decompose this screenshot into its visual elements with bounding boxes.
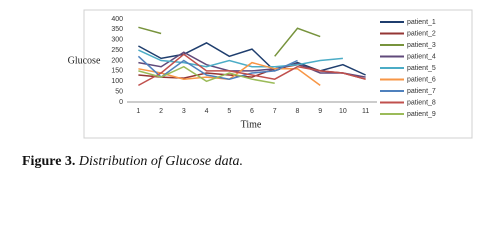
legend-label: patient_3 bbox=[407, 42, 436, 49]
caption-label: Figure 3. bbox=[22, 154, 76, 169]
legend-label: patient_2 bbox=[407, 30, 436, 37]
legend-label: patient_4 bbox=[407, 53, 436, 60]
y-tick-label: 250 bbox=[111, 47, 123, 54]
x-tick-label: 7 bbox=[273, 108, 277, 115]
y-tick-label: 0 bbox=[119, 99, 123, 106]
legend-label: patient_7 bbox=[407, 88, 436, 95]
y-tick-label: 400 bbox=[111, 16, 123, 23]
caption-text: Distribution of Glucose data. bbox=[78, 154, 244, 169]
y-tick-label: 350 bbox=[111, 26, 123, 33]
series-line bbox=[138, 65, 275, 85]
series-line bbox=[138, 26, 321, 57]
x-tick-label: 6 bbox=[250, 108, 254, 115]
legend-label: patient_5 bbox=[407, 65, 436, 72]
legend-label: patient_1 bbox=[407, 19, 436, 26]
legend-label: patient_6 bbox=[407, 76, 436, 83]
x-axis-label: Time bbox=[241, 119, 262, 130]
caption: Figure 3. Distribution of Glucose data. bbox=[22, 154, 243, 170]
x-tick-label: 8 bbox=[296, 108, 300, 115]
legend-label: patient_8 bbox=[407, 99, 436, 106]
page: Glucose Time 0 50 100 150 200 250 300 350 400 1 2 3… bbox=[22, 9, 473, 170]
series-line bbox=[138, 51, 366, 78]
series-line bbox=[138, 49, 343, 68]
y-tick-label: 100 bbox=[111, 78, 123, 85]
y-tick-label: 50 bbox=[115, 88, 123, 95]
series-line bbox=[138, 42, 366, 76]
chart-frame bbox=[83, 9, 473, 139]
x-tick-label: 9 bbox=[318, 108, 322, 115]
legend-label: patient_9 bbox=[407, 111, 436, 118]
y-axis-label: Glucose bbox=[68, 55, 101, 66]
x-tick-label: 5 bbox=[227, 108, 231, 115]
y-tick-label: 300 bbox=[111, 37, 123, 44]
chart: Glucose Time 0 50 100 150 200 250 300 350 400 1 2 3… bbox=[68, 9, 473, 139]
series-line bbox=[138, 53, 366, 87]
x-tick-label: 2 bbox=[159, 108, 163, 115]
y-tick-label: 150 bbox=[111, 68, 123, 75]
x-tick-label: 3 bbox=[182, 108, 186, 115]
x-tick-label: 11 bbox=[362, 108, 369, 115]
x-tick-label: 4 bbox=[205, 108, 209, 115]
x-tick-label: 10 bbox=[339, 108, 347, 115]
x-tick-label: 1 bbox=[136, 108, 140, 115]
y-tick-label: 200 bbox=[111, 57, 123, 64]
